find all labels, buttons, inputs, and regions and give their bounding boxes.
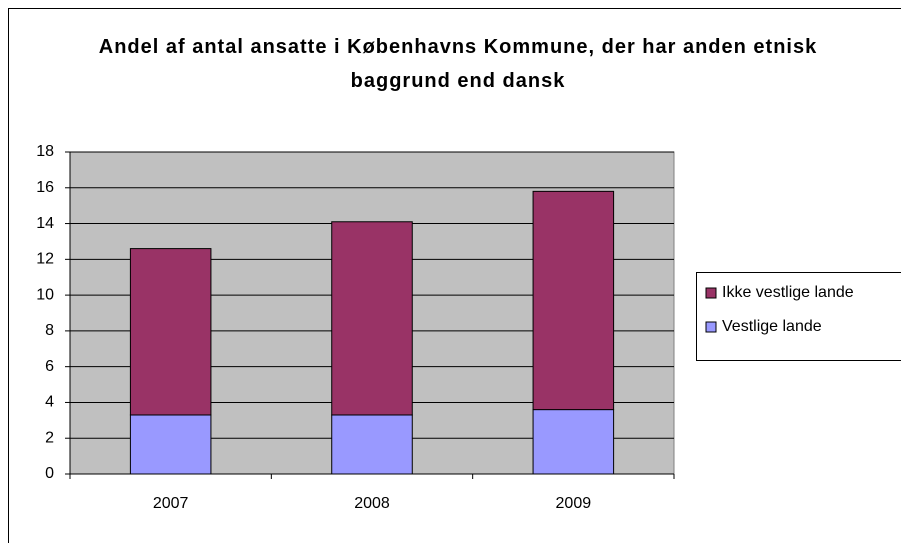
legend-swatch	[705, 287, 717, 299]
y-tick-label: 14	[36, 215, 54, 232]
chart-title: Andel af antal ansatte i Københavns Komm…	[98, 36, 818, 92]
x-tick-label: 2008	[354, 495, 390, 512]
y-tick-label: 18	[36, 143, 54, 160]
legend-swatch	[705, 321, 717, 333]
legend-label: Vestlige lande	[722, 318, 822, 335]
bar-segment	[129, 414, 212, 475]
x-tick-label: 2009	[556, 495, 592, 512]
y-tick-label: 8	[45, 322, 54, 339]
legend-label: Ikke vestlige lande	[722, 284, 854, 301]
legend-box	[696, 272, 901, 361]
bar-segment	[129, 248, 212, 416]
y-tick-label: 10	[36, 286, 54, 303]
y-tick-label: 16	[36, 179, 54, 196]
bar-segment	[331, 221, 413, 416]
x-tick-label: 2007	[153, 495, 189, 512]
chart-border	[8, 8, 901, 543]
y-tick-label: 0	[45, 465, 54, 482]
bar-segment	[331, 414, 413, 475]
y-tick-label: 2	[45, 429, 54, 446]
y-tick-label: 12	[36, 251, 54, 268]
bar-segment	[532, 409, 615, 475]
bar-segment	[532, 190, 615, 411]
y-tick-label: 4	[45, 394, 54, 411]
y-tick-label: 6	[45, 358, 54, 375]
